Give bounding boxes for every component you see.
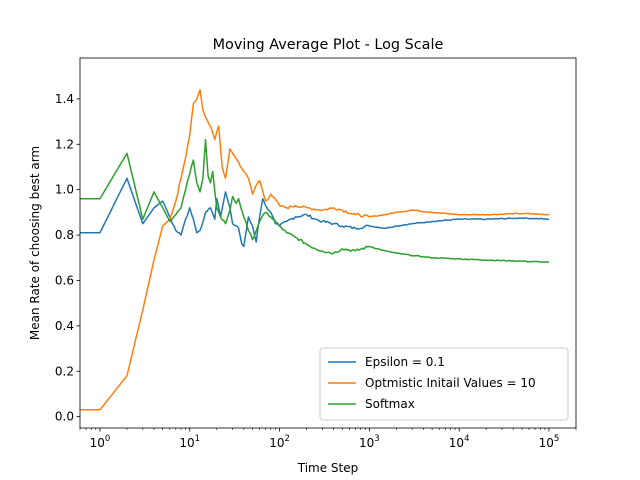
legend-box (319, 347, 569, 421)
series-line-1 (80, 177, 550, 248)
x-tick-label: 100 (90, 434, 111, 450)
x-tick-label: 104 (449, 434, 470, 450)
series-line-3 (80, 138, 550, 264)
series-group (80, 89, 550, 411)
y-tick-label: 0.6 (55, 273, 74, 287)
axes-frame (79, 57, 577, 429)
legend: Epsilon = 0.1 Optmistic Initail Values = … (319, 347, 569, 421)
y-axis-label: Mean Rate of choosing best arm (28, 146, 42, 340)
x-tick-label: 102 (269, 434, 290, 450)
x-tick-label: 101 (179, 434, 200, 450)
y-tick-label: 0.4 (55, 319, 74, 333)
legend-label: Epsilon = 0.1 (365, 355, 445, 369)
y-tick-label: 1.0 (55, 183, 74, 197)
legend-label: Optmistic Initail Values = 10 (365, 376, 536, 390)
y-tick-label: 0.2 (55, 364, 74, 378)
y-tick-label: 0.0 (55, 410, 74, 424)
chart-title: Moving Average Plot - Log Scale (213, 37, 444, 53)
y-tick-label: 0.8 (55, 228, 74, 242)
series-line-2 (80, 89, 549, 411)
x-axis-label: Time Step (297, 461, 359, 475)
legend-label: Softmax (365, 397, 415, 411)
x-tick-label: 105 (539, 434, 560, 450)
y-tick-label: 1.2 (55, 137, 74, 151)
x-tick-label: 103 (359, 434, 380, 450)
y-tick-label: 1.4 (55, 92, 74, 106)
axis-ticks: 0.0 0.2 0.4 0.6 0.8 1.0 1.2 1.4 100 101 102 103 104 1… (55, 92, 577, 450)
